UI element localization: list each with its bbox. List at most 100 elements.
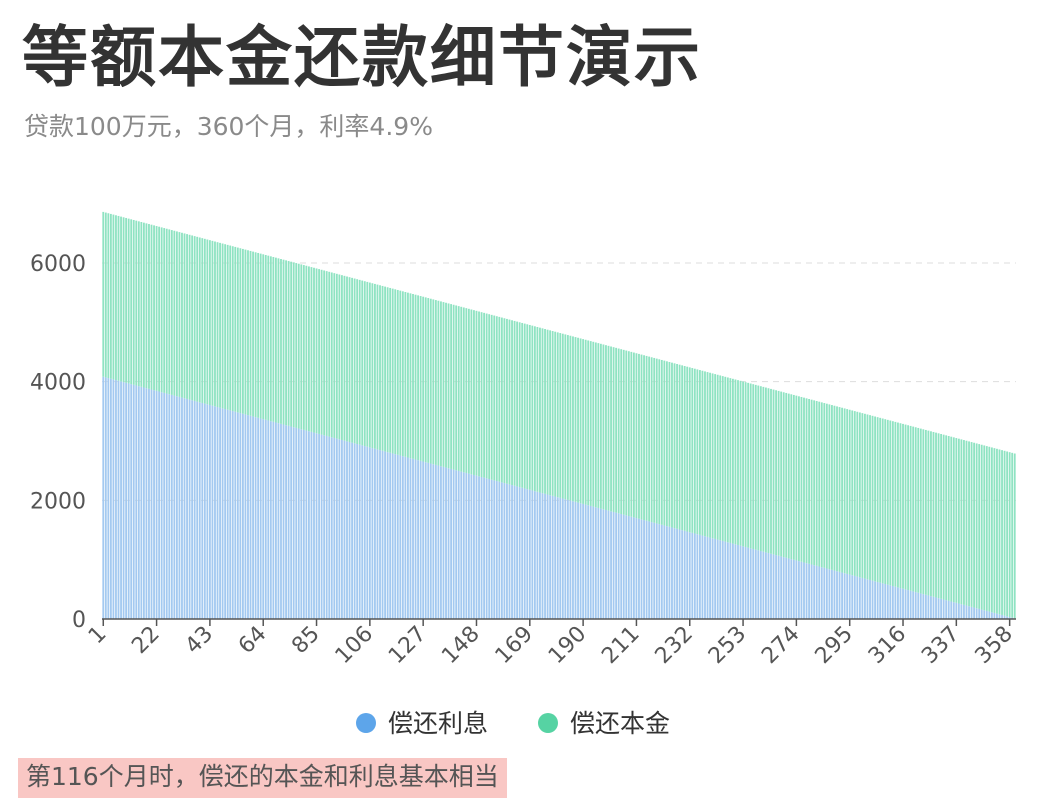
bar-interest <box>749 548 752 619</box>
bar-interest <box>241 413 244 619</box>
bar-interest <box>473 474 475 619</box>
bar-interest <box>696 534 699 619</box>
bar-interest <box>196 401 199 619</box>
bar-principal <box>224 244 227 410</box>
bar-principal <box>912 426 915 592</box>
legend-label: 偿还利息 <box>388 709 488 738</box>
bar-interest <box>879 582 882 619</box>
bar-principal <box>323 270 326 436</box>
bar-interest <box>546 494 549 619</box>
x-tick-label: 337 <box>917 622 964 669</box>
bar-interest <box>762 551 765 619</box>
bar-interest <box>193 400 196 619</box>
bar-interest <box>269 421 272 619</box>
bar-interest <box>432 464 435 619</box>
bar-principal <box>805 398 808 564</box>
bar-interest <box>747 547 750 619</box>
bar-principal <box>942 434 945 600</box>
bar-interest <box>627 516 630 619</box>
bar-interest <box>711 538 714 619</box>
bar-interest <box>686 531 689 619</box>
bar-interest <box>858 577 861 619</box>
bar-interest <box>516 486 519 619</box>
bar-principal <box>625 350 628 516</box>
x-tick-label: 85 <box>287 622 324 659</box>
bar-interest <box>990 612 993 619</box>
bar-interest <box>302 429 305 619</box>
bar-principal <box>907 425 910 591</box>
bar-interest <box>325 435 328 619</box>
bar-interest <box>671 527 673 619</box>
bar-interest <box>173 395 176 619</box>
bar-interest <box>721 540 724 619</box>
bar-interest <box>320 434 323 619</box>
bar-interest <box>815 565 818 619</box>
bar-principal <box>815 401 818 566</box>
bar-interest <box>1006 616 1009 619</box>
bar-interest <box>836 571 838 619</box>
bar-principal <box>302 265 305 430</box>
bar-interest <box>569 500 572 619</box>
bar-principal <box>648 356 651 522</box>
bar-interest <box>752 549 755 619</box>
bar-principal <box>691 368 694 533</box>
bar-interest <box>305 430 308 619</box>
bar-interest <box>602 509 605 619</box>
bar-principal <box>343 275 346 441</box>
bar-principal <box>869 415 871 580</box>
bar-principal <box>498 316 501 482</box>
bar-principal <box>754 384 757 550</box>
bar-interest <box>881 583 884 619</box>
bar-principal <box>660 359 663 525</box>
bar-interest <box>422 461 425 619</box>
bar-interest <box>363 446 366 619</box>
x-tick-label: 148 <box>437 622 484 669</box>
bar-principal <box>153 225 155 391</box>
bar-interest <box>300 429 303 619</box>
bar-interest <box>564 499 567 619</box>
bar-interest <box>122 382 125 619</box>
bar-principal <box>1001 450 1003 615</box>
bar-principal <box>643 355 645 521</box>
bar-interest <box>465 472 468 619</box>
bar-interest <box>726 542 729 619</box>
bar-interest <box>201 402 204 619</box>
bar-interest <box>511 485 513 619</box>
bar-principal <box>696 369 699 535</box>
bar-principal <box>678 364 681 530</box>
bar-interest <box>980 609 983 619</box>
bar-interest <box>917 592 920 619</box>
bar-interest <box>386 452 389 619</box>
bar-interest <box>488 479 491 619</box>
bar-interest <box>120 381 122 619</box>
bar-interest <box>226 409 229 619</box>
bar-principal <box>241 248 244 414</box>
bar-interest <box>338 439 341 619</box>
bar-principal <box>125 217 128 383</box>
bar-interest <box>142 387 145 619</box>
bar-interest <box>259 418 262 619</box>
bar-principal <box>930 431 932 597</box>
bar-interest <box>450 468 453 619</box>
bar-principal <box>945 435 948 601</box>
bar-interest <box>559 497 562 619</box>
bar-interest <box>698 534 701 619</box>
chart-subtitle: 贷款100万元，360个月，利率4.9% <box>24 112 433 141</box>
bar-principal <box>424 297 427 463</box>
bar-principal <box>1011 452 1014 618</box>
bar-interest <box>704 536 706 619</box>
bar-principal <box>843 408 846 574</box>
bar-principal <box>853 411 856 576</box>
bar-interest <box>396 454 399 619</box>
bar-principal <box>594 342 597 508</box>
bar-principal <box>178 232 181 397</box>
bar-interest <box>952 602 955 619</box>
bar-interest <box>356 444 359 619</box>
bar-interest <box>333 437 336 619</box>
bar-principal <box>226 244 229 410</box>
bar-principal <box>353 278 356 444</box>
bar-interest <box>191 400 194 619</box>
bar-principal <box>137 221 140 387</box>
bar-interest <box>790 559 793 619</box>
bar-interest <box>341 439 343 619</box>
